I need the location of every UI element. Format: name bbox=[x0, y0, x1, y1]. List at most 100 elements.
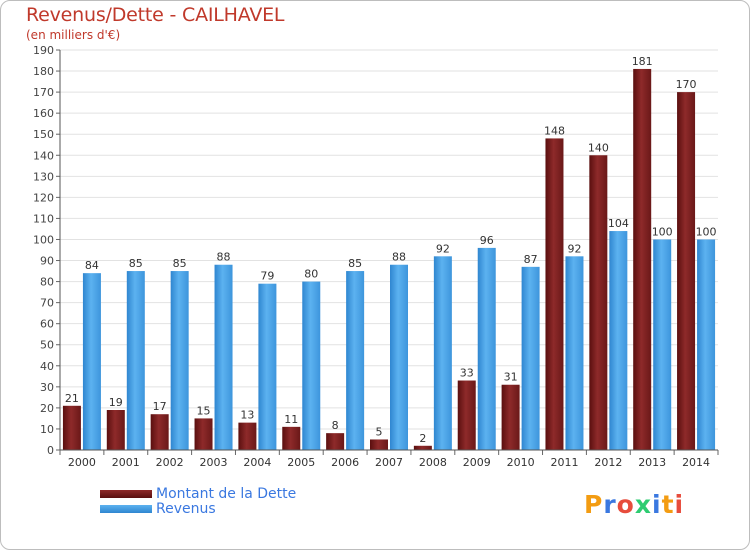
data-label-dette: 19 bbox=[109, 396, 123, 409]
bar-dette bbox=[326, 433, 345, 450]
x-tick-label: 2001 bbox=[112, 456, 140, 469]
bar-layer bbox=[62, 68, 716, 451]
data-label-dette: 148 bbox=[544, 124, 565, 137]
x-tick-label: 2011 bbox=[550, 456, 578, 469]
y-tick-label: 40 bbox=[40, 360, 54, 373]
x-tick-label: 2007 bbox=[375, 456, 403, 469]
logo-letter: x bbox=[634, 490, 652, 519]
bar-revenus bbox=[390, 264, 408, 450]
data-label-revenus: 92 bbox=[567, 242, 581, 255]
bar-revenus bbox=[214, 264, 233, 450]
x-tick-label: 2014 bbox=[682, 456, 710, 469]
logo-letter: o bbox=[616, 490, 635, 519]
bar-revenus bbox=[477, 247, 496, 450]
data-label-dette: 15 bbox=[197, 404, 211, 417]
data-label-revenus: 87 bbox=[524, 253, 538, 266]
axis-layer: 0 10 20 30 40 50 60 70 80 90 100 110 120 130 140 150 160… bbox=[33, 44, 719, 469]
legend-label-debt: Montant de la Dette bbox=[156, 485, 297, 502]
data-label-revenus: 104 bbox=[608, 217, 629, 230]
data-label-dette: 11 bbox=[284, 413, 298, 426]
data-label-dette: 140 bbox=[588, 141, 609, 154]
legend-item-debt: Montant de la Dette bbox=[100, 485, 297, 502]
data-label-dette: 17 bbox=[153, 400, 167, 413]
bar-revenus bbox=[433, 256, 452, 450]
y-tick-label: 70 bbox=[40, 297, 54, 310]
bar-dette bbox=[457, 380, 476, 450]
x-tick-label: 2009 bbox=[463, 456, 491, 469]
x-tick-label: 2002 bbox=[156, 456, 184, 469]
x-tick-label: 2008 bbox=[419, 456, 447, 469]
bar-revenus bbox=[170, 271, 189, 450]
legend-label-revenus: Revenus bbox=[156, 500, 216, 517]
x-tick-label: 2004 bbox=[243, 456, 271, 469]
data-label-revenus: 85 bbox=[129, 257, 143, 270]
y-tick-label: 140 bbox=[33, 149, 54, 162]
y-tick-label: 130 bbox=[33, 170, 54, 183]
y-tick-label: 30 bbox=[40, 381, 54, 394]
bar-dette bbox=[150, 414, 169, 450]
data-label-revenus: 80 bbox=[304, 268, 318, 281]
data-label-revenus: 100 bbox=[696, 225, 717, 238]
data-label-dette: 2 bbox=[419, 432, 426, 445]
bar-revenus bbox=[258, 283, 277, 450]
y-tick-label: 10 bbox=[40, 423, 54, 436]
y-tick-label: 160 bbox=[33, 107, 54, 120]
logo-letter: i bbox=[674, 490, 685, 519]
proxiti-logo: Proxiti bbox=[584, 490, 684, 519]
x-tick-label: 2006 bbox=[331, 456, 359, 469]
y-tick-label: 60 bbox=[40, 318, 54, 331]
x-tick-label: 2012 bbox=[594, 456, 622, 469]
bar-dette bbox=[106, 410, 125, 450]
y-tick-label: 80 bbox=[40, 276, 54, 289]
y-tick-label: 50 bbox=[40, 339, 54, 352]
logo-letter: i bbox=[652, 490, 662, 519]
x-tick-label: 2010 bbox=[507, 456, 535, 469]
logo-letter: t bbox=[661, 490, 675, 519]
data-label-dette: 31 bbox=[504, 371, 518, 384]
label-layer: 21 84 19 85 17 85 15 88 13 79 11 80 8 85 5 88 2 92 33 96 31 8… bbox=[65, 55, 717, 445]
bar-dette bbox=[545, 138, 564, 450]
legend-item-revenus: Revenus bbox=[100, 500, 296, 517]
bar-dette bbox=[370, 439, 388, 450]
bar-revenus bbox=[565, 256, 584, 450]
data-label-revenus: 85 bbox=[348, 257, 362, 270]
bar-revenus bbox=[521, 266, 540, 450]
legend: Montant de la Dette Revenus bbox=[100, 485, 297, 517]
bar-dette bbox=[282, 426, 301, 450]
data-label-revenus: 88 bbox=[217, 251, 231, 264]
legend-swatch-revenus bbox=[100, 504, 152, 513]
data-label-dette: 33 bbox=[460, 367, 474, 380]
y-tick-label: 190 bbox=[33, 44, 54, 57]
data-label-dette: 21 bbox=[65, 392, 79, 405]
bar-dette bbox=[413, 445, 432, 450]
data-label-dette: 181 bbox=[632, 55, 653, 68]
y-tick-label: 170 bbox=[33, 86, 54, 99]
y-tick-label: 120 bbox=[33, 191, 54, 204]
y-tick-label: 0 bbox=[47, 444, 54, 457]
bar-dette bbox=[62, 405, 81, 450]
x-tick-label: 2000 bbox=[68, 456, 96, 469]
y-tick-label: 90 bbox=[40, 255, 54, 268]
bar-revenus bbox=[346, 271, 365, 450]
data-label-revenus: 88 bbox=[392, 251, 406, 264]
chart-subtitle: (en milliers d'€) bbox=[26, 28, 121, 42]
bar-revenus bbox=[697, 239, 716, 450]
bar-dette bbox=[589, 155, 608, 450]
legend-swatch-debt bbox=[100, 489, 152, 498]
bar-revenus bbox=[609, 231, 628, 450]
grid-layer bbox=[60, 49, 718, 451]
bar-revenus bbox=[126, 271, 145, 450]
bar-revenus bbox=[302, 281, 321, 450]
data-label-revenus: 84 bbox=[85, 259, 99, 272]
data-label-revenus: 85 bbox=[173, 257, 187, 270]
x-tick-label: 2013 bbox=[638, 456, 666, 469]
data-label-revenus: 96 bbox=[480, 234, 494, 247]
data-label-revenus: 100 bbox=[652, 225, 673, 238]
bar-dette bbox=[633, 68, 652, 451]
data-label-dette: 13 bbox=[240, 409, 254, 422]
y-tick-label: 150 bbox=[33, 128, 54, 141]
bar-dette bbox=[238, 422, 257, 450]
data-label-dette: 8 bbox=[332, 419, 339, 432]
data-label-revenus: 79 bbox=[260, 270, 274, 283]
